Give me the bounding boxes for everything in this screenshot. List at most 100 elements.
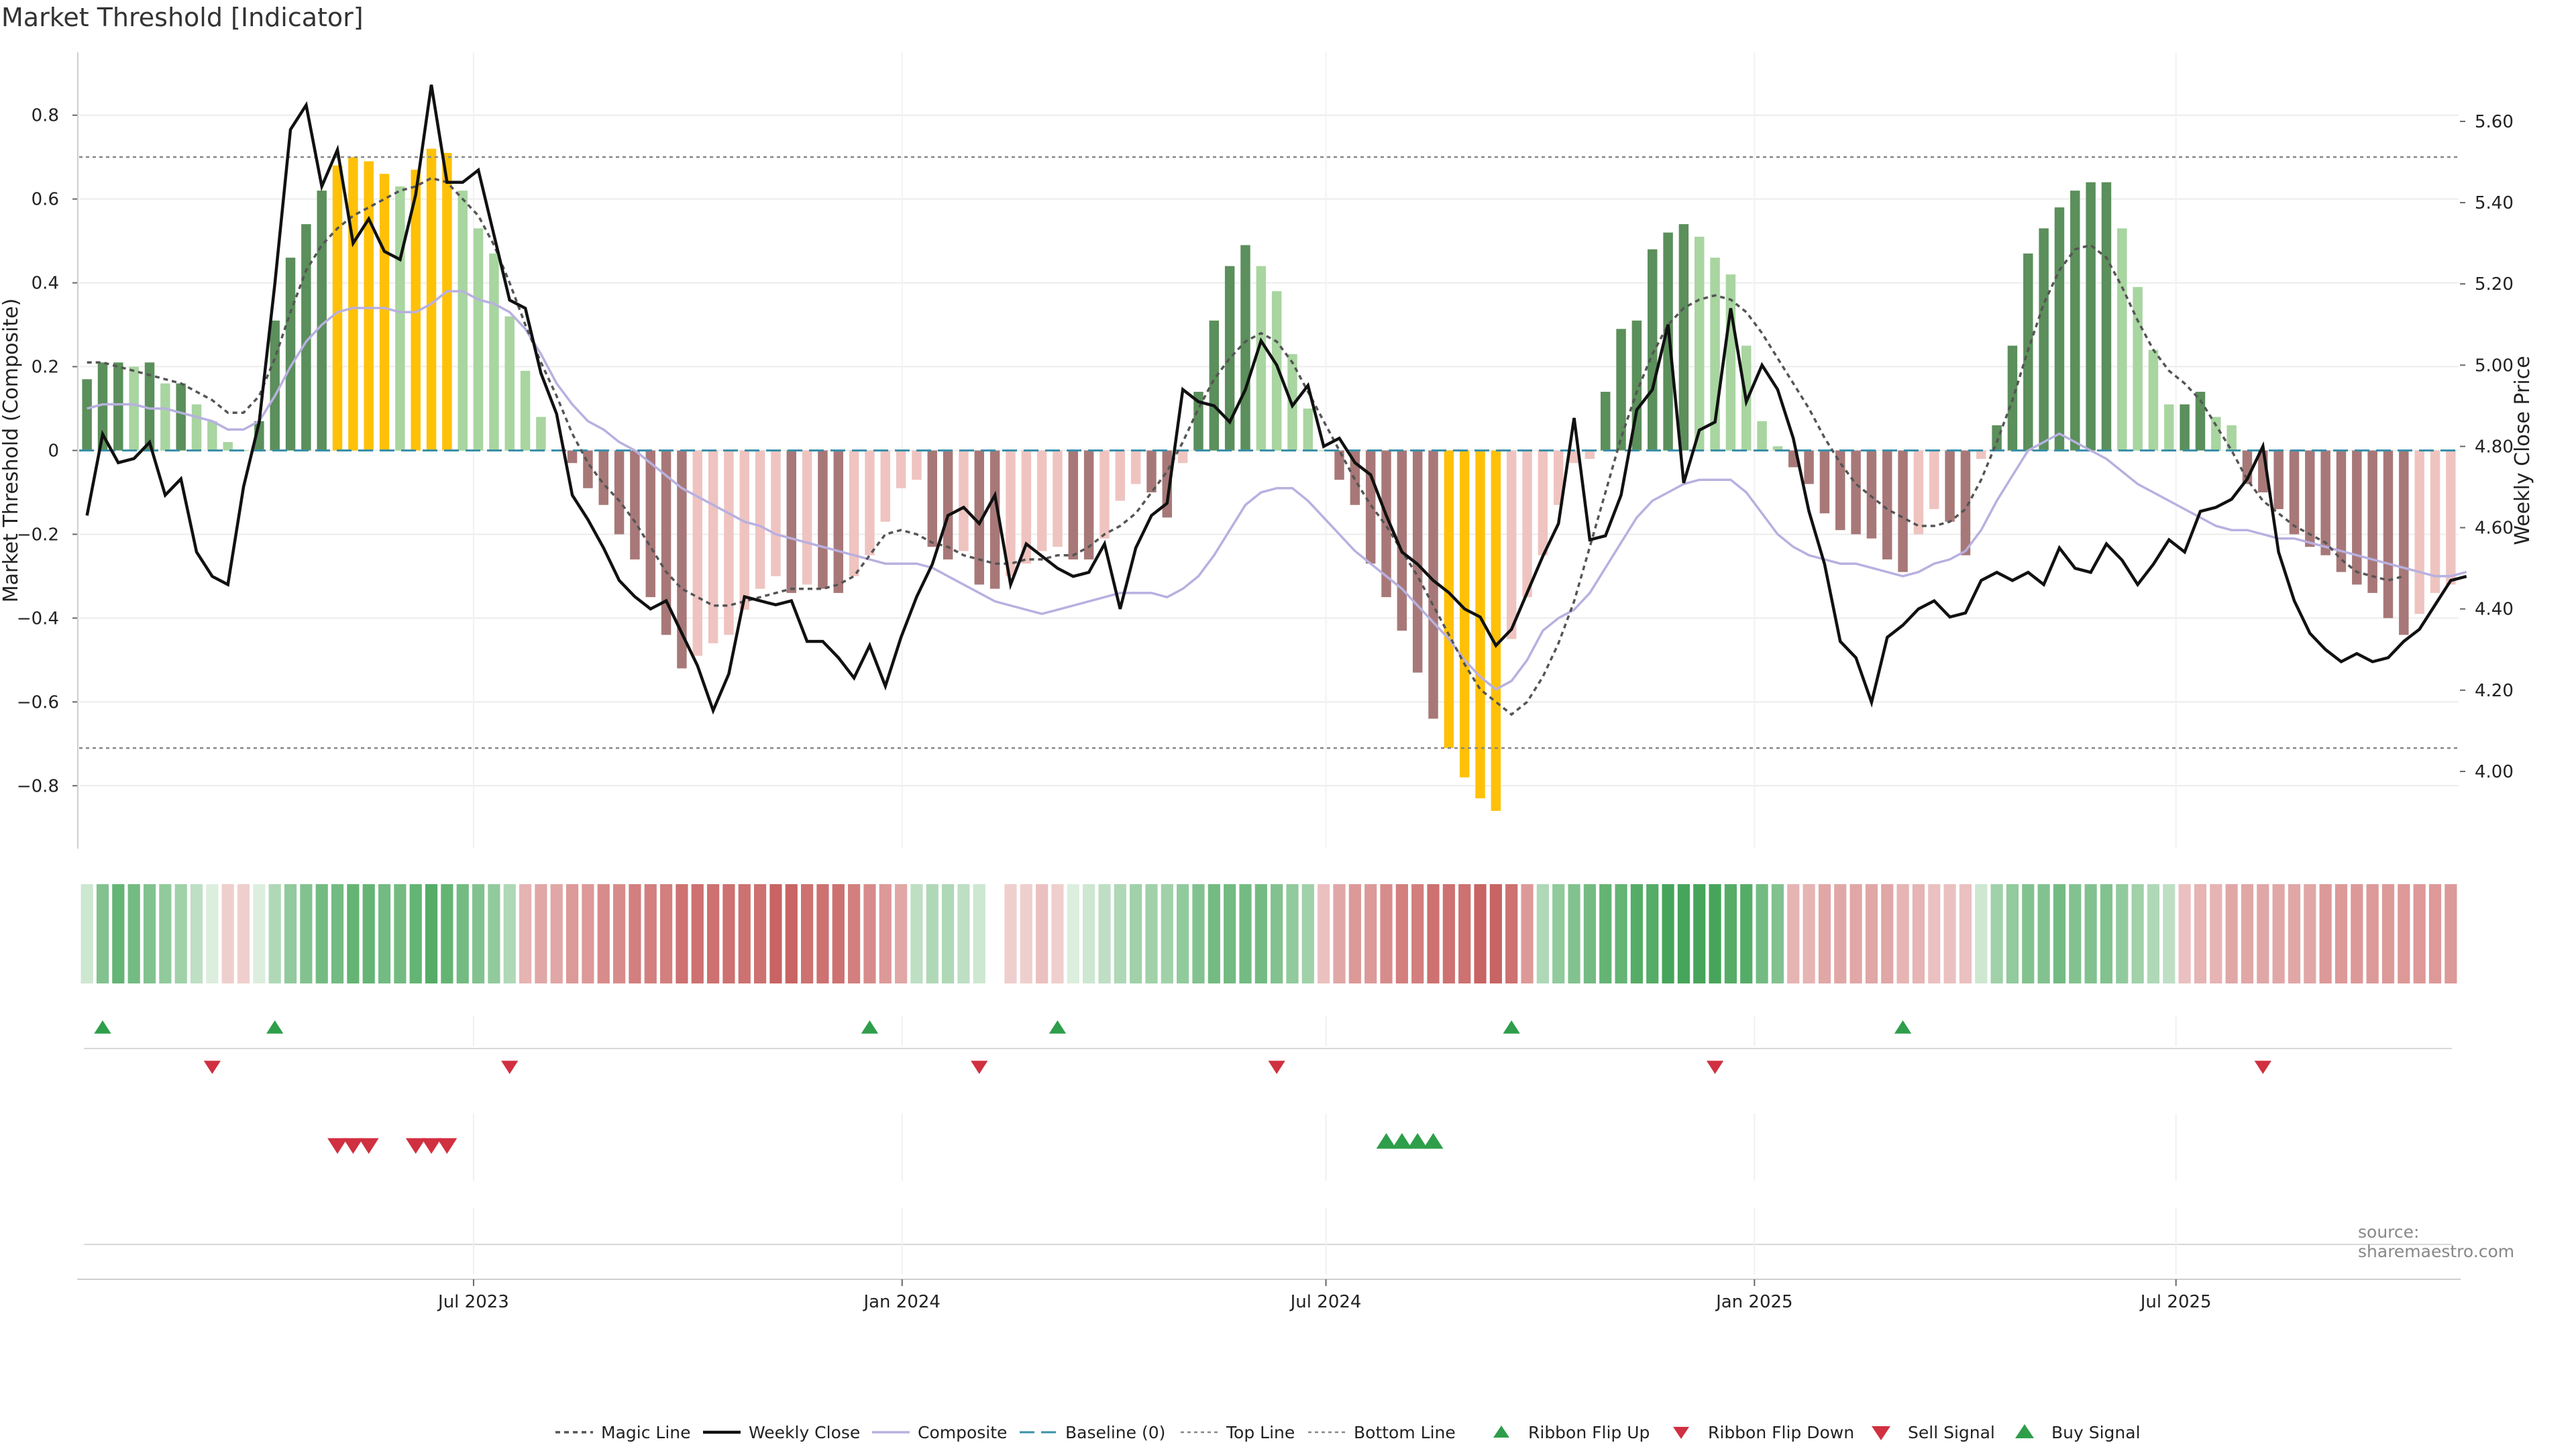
threshold-bar [989, 450, 1000, 589]
threshold-bar [2070, 191, 2080, 451]
sell-signal-marker [358, 1138, 379, 1154]
threshold-bar [1021, 450, 1032, 564]
ribbon-cell [1990, 884, 2003, 983]
ribbon-cell [1912, 884, 1925, 983]
threshold-bar [2164, 404, 2174, 451]
ribbon-cell [1928, 884, 1941, 983]
ribbon-cell [1521, 884, 1534, 983]
threshold-bar [1992, 425, 2002, 451]
ribbon-cell [566, 884, 579, 983]
ribbon-cell [1599, 884, 1612, 983]
threshold-bar [1130, 450, 1141, 484]
ribbon-cell [1380, 884, 1393, 983]
threshold-bar [1381, 450, 1391, 598]
threshold-bar [708, 450, 718, 643]
composite-line [87, 290, 2467, 691]
threshold-bar [411, 169, 421, 451]
threshold-bar [207, 421, 217, 451]
ribbon-cell [879, 884, 892, 983]
ribbon-cell [722, 884, 735, 983]
threshold-bar [1177, 450, 1188, 464]
threshold-bar [1271, 291, 1282, 451]
threshold-bar [865, 450, 875, 555]
ribbon-cell [1130, 884, 1142, 983]
ribbon-cell [96, 884, 109, 983]
threshold-bar [786, 450, 797, 593]
threshold-bar [1506, 450, 1517, 639]
threshold-bar [1663, 232, 1673, 451]
threshold-bar [1036, 450, 1047, 551]
threshold-bar [2399, 450, 2409, 635]
threshold-bar [2226, 425, 2237, 451]
legend-item: Composite [872, 1423, 1007, 1442]
ribbon-cell [1849, 884, 1862, 983]
source-label: source: sharemaestro.com [2358, 1222, 2515, 1261]
ytick-right-label: 4.60 [2475, 519, 2514, 539]
threshold-bar [1365, 450, 1376, 564]
threshold-bar [379, 174, 390, 451]
ytick-left-label: −0.6 [17, 692, 59, 712]
ribbon-cell [1756, 884, 1768, 983]
ribbon-cell [957, 884, 970, 983]
ribbon-cell [2445, 884, 2457, 983]
threshold-bars [82, 148, 2456, 811]
ribbon-cell [1254, 884, 1267, 983]
ribbon-flip-up-marker [1049, 1020, 1067, 1034]
threshold-bar [1053, 450, 1063, 547]
ribbon-cell [1630, 884, 1643, 983]
legend-item: Sell Signal [1872, 1423, 1995, 1442]
ribbon-cell [1536, 884, 1549, 983]
ribbon-cell [2288, 884, 2301, 983]
ytick-left-label: 0.6 [32, 190, 59, 210]
threshold-bar [771, 450, 781, 576]
threshold-bar [880, 450, 891, 522]
threshold-bar [144, 362, 155, 451]
ribbon-cell [378, 884, 391, 983]
threshold-bar [927, 450, 938, 547]
xtick-label: Jul 2023 [437, 1292, 509, 1312]
ribbon-cell [362, 884, 375, 983]
legend-item: Ribbon Flip Up [1493, 1423, 1650, 1442]
ribbon-cell [2069, 884, 2082, 983]
ribbon-cell [2131, 884, 2144, 983]
xtick-label: Jul 2025 [2139, 1292, 2212, 1312]
ribbon-cell [2022, 884, 2035, 983]
threshold-bar [1835, 450, 1845, 531]
ribbon-cell [1348, 884, 1361, 983]
threshold-bar [1600, 392, 1611, 451]
ribbon-cell [1161, 884, 1173, 983]
legend-label: Composite [918, 1423, 1007, 1442]
threshold-bar [97, 362, 108, 451]
threshold-bar [1412, 450, 1423, 673]
ribbon-cell [127, 884, 140, 983]
ribbon-cell [1364, 884, 1377, 983]
ribbon-cell [597, 884, 610, 983]
ylabel-right: Weekly Close Price [2511, 356, 2534, 545]
ribbon-cell [221, 884, 234, 983]
ribbon-cell [456, 884, 469, 983]
ytick-right-label: 4.20 [2475, 681, 2514, 701]
ribbon-flip-down-marker [1706, 1061, 1724, 1074]
ribbon-flip-up-marker [94, 1020, 111, 1034]
buy-signal-marker [1407, 1133, 1428, 1149]
ribbon-cell [143, 884, 156, 983]
ribbon-cell [1271, 884, 1283, 983]
ribbon-cell [268, 884, 281, 983]
threshold-bar [943, 450, 953, 559]
ribbon-cell [1677, 884, 1690, 983]
ribbon-cell [1333, 884, 1346, 983]
ribbon-cell [1318, 884, 1330, 983]
weekly-close-line [85, 85, 2467, 715]
ribbon-cell [769, 884, 782, 983]
ribbon-cell [331, 884, 344, 983]
signal-rows [84, 1016, 2452, 1275]
ribbon-cell [441, 884, 453, 983]
ribbon-cell [816, 884, 829, 983]
threshold-bar [1882, 450, 1892, 559]
threshold-bar [364, 161, 374, 451]
ytick-right-label: 5.20 [2475, 274, 2514, 294]
threshold-bar [645, 450, 655, 598]
ribbon-cell [863, 884, 876, 983]
ribbon-cell [1442, 884, 1455, 983]
threshold-bar [1757, 421, 1767, 451]
